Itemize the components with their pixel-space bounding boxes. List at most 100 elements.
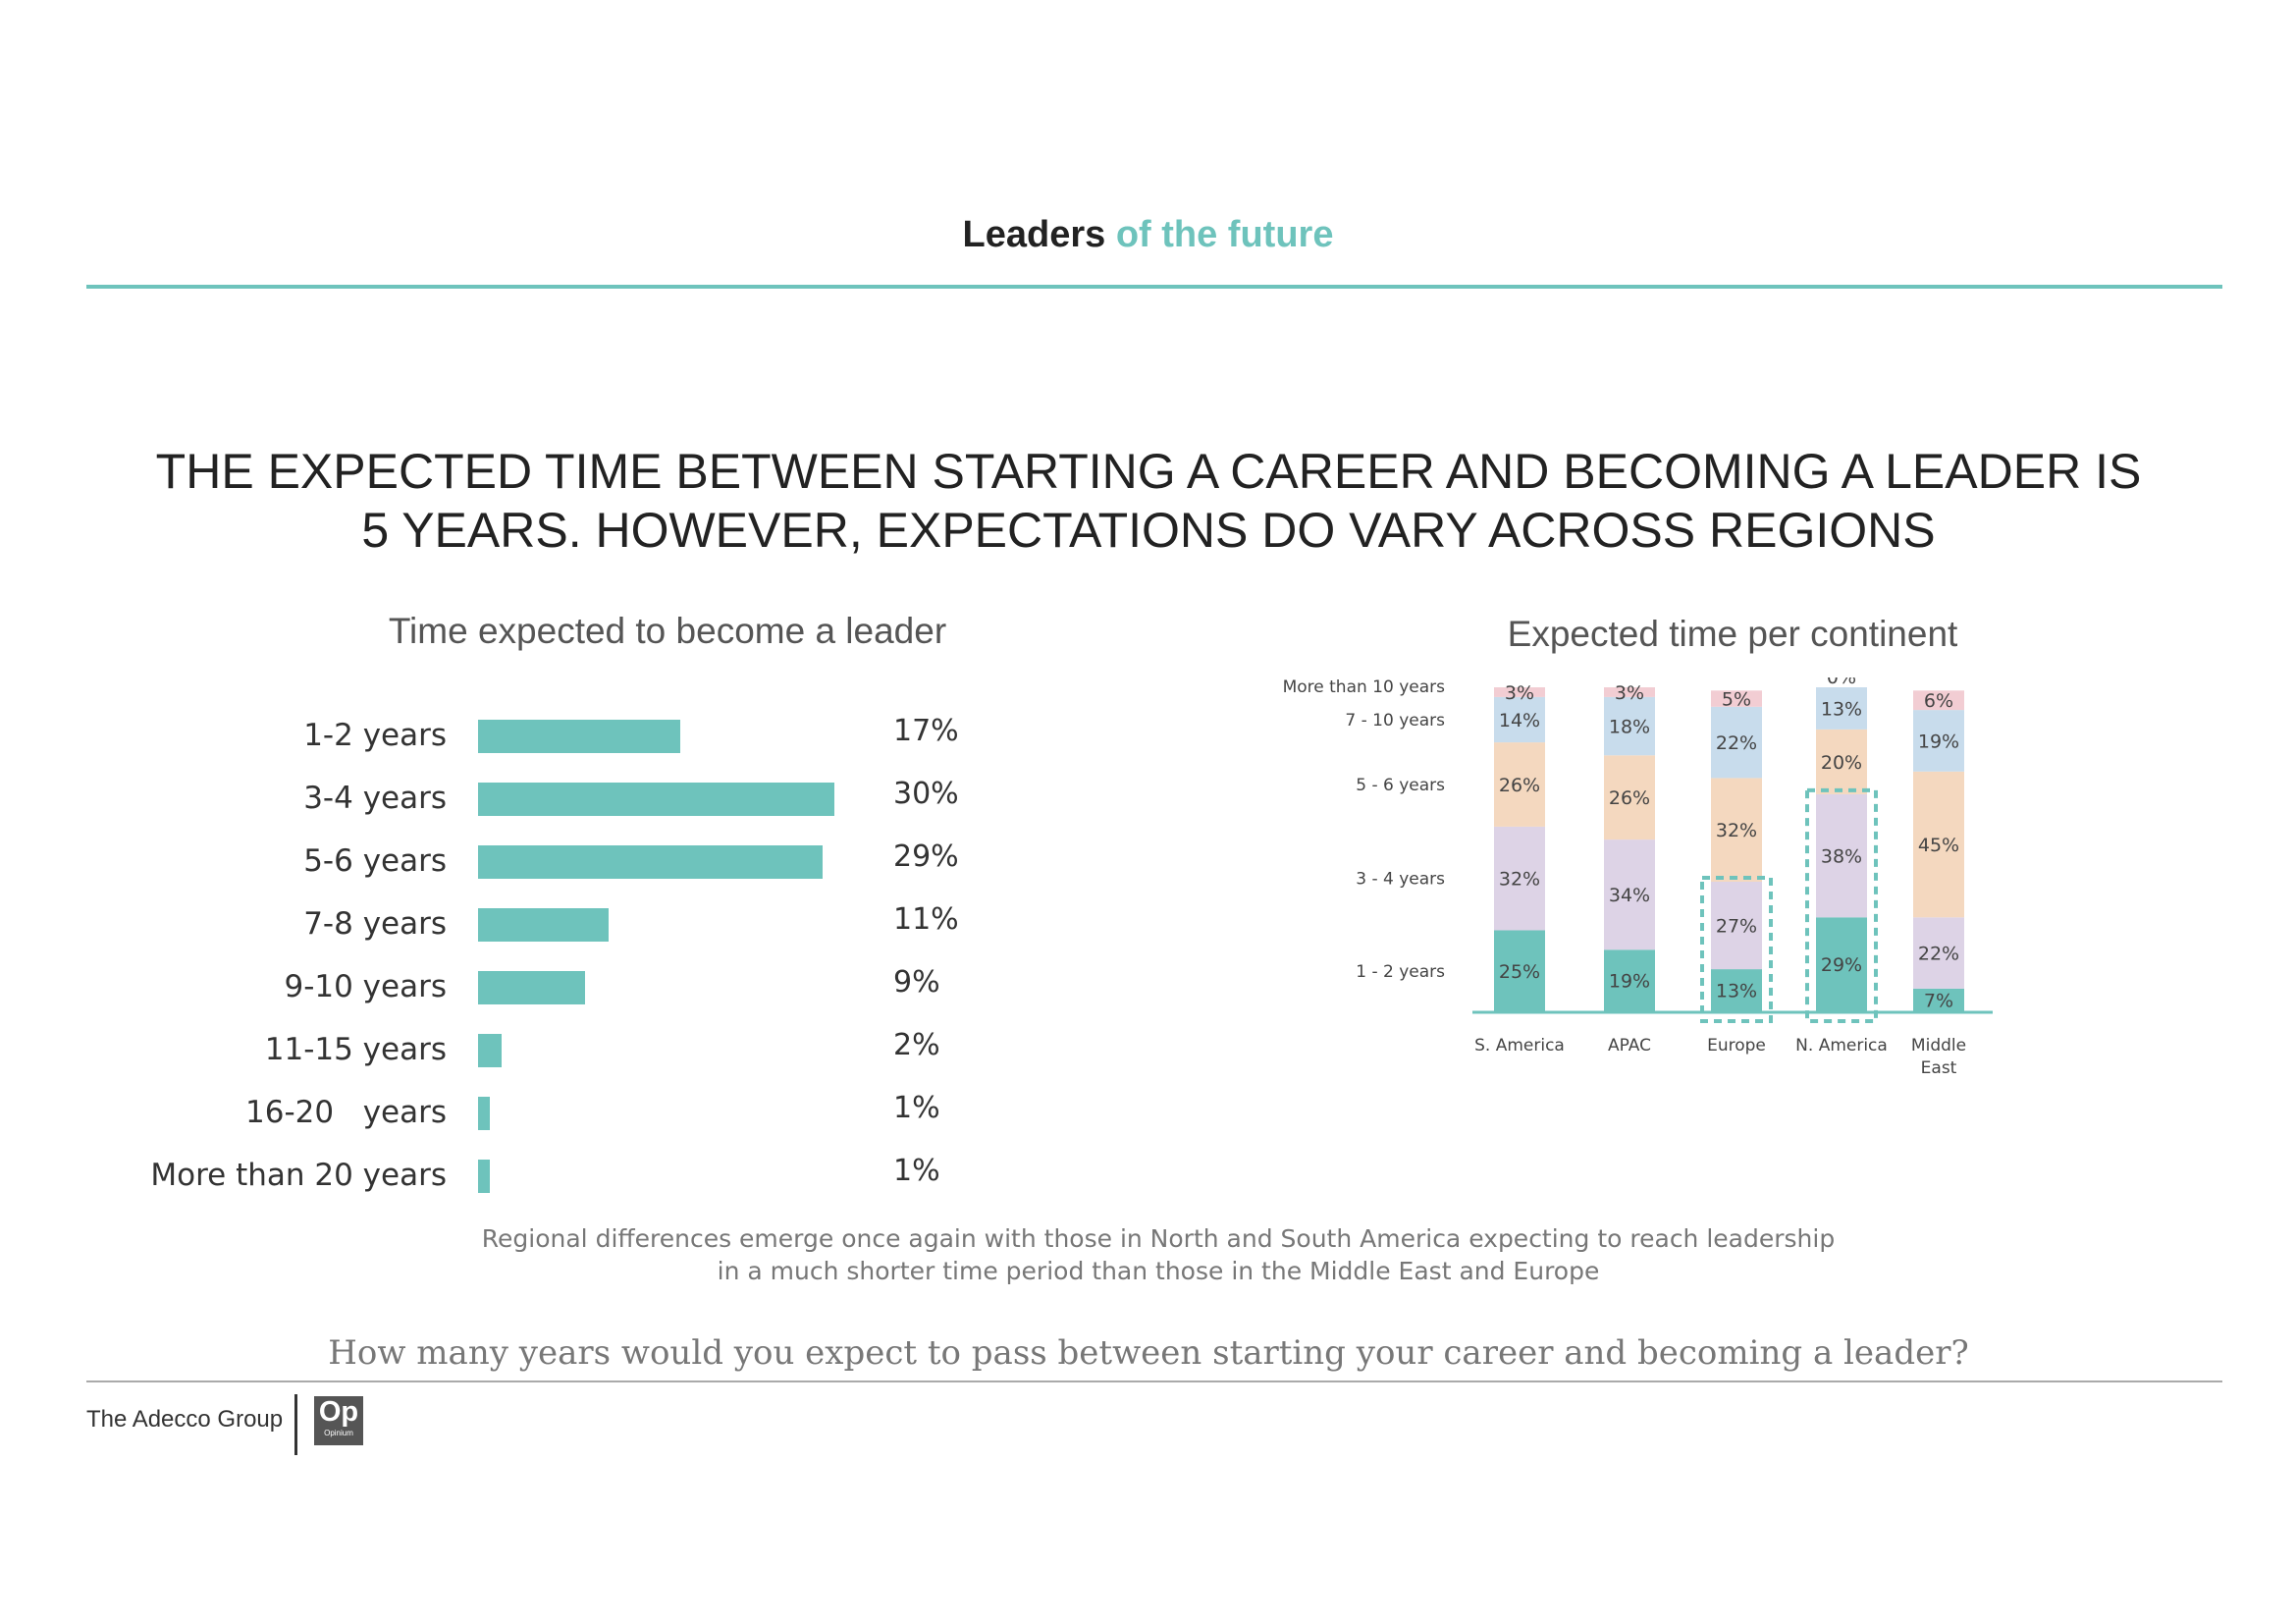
highlight-box [1700,876,1773,1023]
headline: THE EXPECTED TIME BETWEEN STARTING A CAR… [155,444,2142,558]
segment-value-label: 20% [1821,752,1862,774]
caption-line-2: in a much shorter time period than those… [717,1257,1600,1285]
bar-value-label: 29% [893,839,959,874]
survey-question: How many years would you expect to pass … [328,1333,1969,1373]
header-title-main: Leaders [962,214,1106,255]
segment-value-label: 26% [1609,787,1650,809]
bar-label: 7-8 years [303,906,447,942]
bar [478,783,834,816]
segment-value-label: 38% [1821,846,1862,868]
bar [478,908,610,942]
stacked-segment [1711,690,1762,707]
bar-label: 3-4 years [303,781,447,816]
segment-value-label: 26% [1499,775,1540,796]
segment-value-label: 0% [1827,677,1856,688]
segment-value-label: 27% [1716,916,1757,938]
stacked-segment [1913,917,1964,989]
segment-value-label: 22% [1716,732,1757,754]
stacked-segment [1711,882,1762,970]
bar-value-label: 1% [893,1154,940,1188]
stacked-segment [1816,917,1867,1011]
segment-value-label: 3% [1615,682,1644,704]
bar-value-label: 2% [893,1028,940,1062]
category-label: Middle [1911,1036,1966,1056]
stacked-segment [1816,687,1867,730]
segment-value-label: 25% [1499,961,1540,983]
stacked-segment [1711,969,1762,1011]
bar-value-label: 1% [893,1091,940,1125]
segment-value-label: 34% [1609,885,1650,906]
bar [478,1160,491,1193]
segment-value-label: 45% [1918,835,1959,856]
segment-value-label: 13% [1716,981,1757,1002]
bar-value-label: 17% [893,714,959,748]
stacked-segment [1913,690,1964,711]
footer-separator [294,1394,297,1455]
logo-text: Op [318,1396,359,1428]
page-header-title: Leaders of the future [0,214,2296,256]
series-label: 5 - 6 years [1356,776,1445,795]
category-label: APAC [1608,1036,1651,1056]
stacked-segment [1711,778,1762,882]
bar-label: 9-10 years [284,969,447,1004]
series-label: More than 10 years [1283,677,1446,697]
stacked-segment [1494,826,1545,931]
segment-value-label: 6% [1924,690,1953,712]
stacked-segment [1711,706,1762,779]
category-label: S. America [1474,1036,1565,1056]
stacked-segment [1913,710,1964,772]
header-title-accent: of the future [1115,214,1334,255]
stacked-segment [1494,930,1545,1011]
category-label: Europe [1707,1036,1766,1056]
segment-value-label: 13% [1821,698,1862,720]
stacked-segment [1494,696,1545,743]
stacked-segment [1494,687,1545,697]
bar [478,971,585,1004]
segment-value-label: 3% [1505,682,1534,704]
bar-label: 1-2 years [303,718,447,753]
left-chart-title: Time expected to become a leader [388,611,947,651]
series-label: 3 - 4 years [1356,870,1445,890]
segment-value-label: 32% [1499,869,1540,891]
bar-label: 5-6 years [303,843,447,879]
bar-value-label: 30% [893,777,959,811]
segment-value-label: 7% [1924,990,1953,1011]
stacked-segment [1604,696,1655,756]
bar-value-label: 11% [893,902,959,937]
stacked-segment [1913,771,1964,918]
stacked-segment [1604,839,1655,950]
bar [478,720,680,753]
header-divider [86,285,2222,289]
bar-label: 11-15 years [264,1032,447,1067]
series-label: 7 - 10 years [1345,711,1445,731]
segment-value-label: 22% [1918,944,1959,965]
series-label: 1 - 2 years [1356,962,1445,982]
bar [478,845,823,879]
bar [478,1097,491,1130]
stacked-segment [1816,793,1867,918]
category-label: N. America [1795,1036,1888,1056]
footer-divider [86,1380,2222,1382]
stacked-segment [1604,687,1655,697]
opinium-logo: Op Opinium [314,1396,363,1445]
segment-value-label: 32% [1716,820,1757,841]
stacked-segment [1816,729,1867,794]
segment-value-label: 18% [1609,717,1650,738]
segment-value-label: 5% [1722,689,1751,711]
caption-line-1: Regional differences emerge once again w… [481,1224,1836,1253]
highlight-box [1805,787,1878,1024]
bar [478,1034,503,1067]
segment-value-label: 19% [1918,731,1959,752]
bar-label: 16-20 years [245,1095,447,1130]
stacked-segment [1494,742,1545,827]
segment-value-label: 19% [1609,971,1650,993]
bar-label: More than 20 years [150,1158,447,1193]
segment-value-label: 29% [1821,954,1862,976]
stacked-bar-chart: 1 - 2 years 3 - 4 years 5 - 6 years 7 - 10 … [1283,677,1993,1078]
caption: Regional differences emerge once again w… [294,1222,2022,1287]
stacked-segment [1604,949,1655,1011]
stacked-segment [1913,988,1964,1011]
right-chart-title: Expected time per continent [1507,614,1958,654]
bar-value-label: 9% [893,965,940,1000]
footer-brand: The Adecco Group [86,1406,284,1433]
